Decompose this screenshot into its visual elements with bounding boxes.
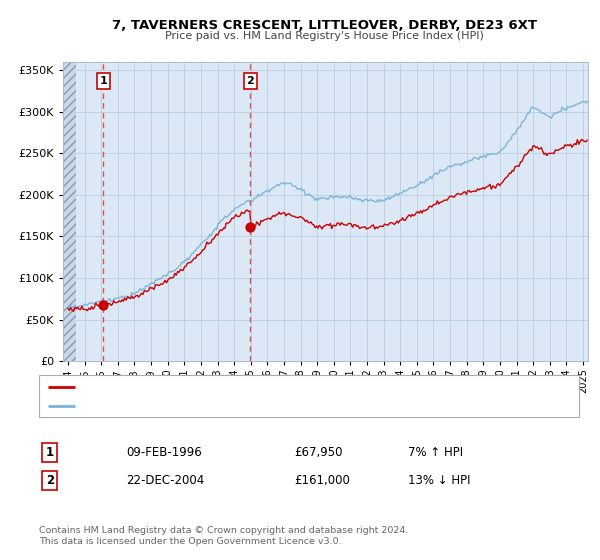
Text: 7, TAVERNERS CRESCENT, LITTLEOVER, DERBY, DE23 6XT: 7, TAVERNERS CRESCENT, LITTLEOVER, DERBY… — [112, 18, 536, 32]
Text: £161,000: £161,000 — [294, 474, 350, 487]
Text: 09-FEB-1996: 09-FEB-1996 — [126, 446, 202, 459]
Text: 2: 2 — [46, 474, 54, 487]
Text: £67,950: £67,950 — [294, 446, 343, 459]
Text: 2: 2 — [247, 76, 254, 86]
Text: Price paid vs. HM Land Registry's House Price Index (HPI): Price paid vs. HM Land Registry's House … — [164, 31, 484, 41]
Point — [98, 300, 108, 309]
Point — [245, 223, 255, 232]
Text: 1: 1 — [100, 76, 107, 86]
Text: 7, TAVERNERS CRESCENT, LITTLEOVER, DERBY, DE23 6XT (detached house): 7, TAVERNERS CRESCENT, LITTLEOVER, DERBY… — [81, 381, 476, 391]
Text: 22-DEC-2004: 22-DEC-2004 — [126, 474, 204, 487]
Bar — [63, 62, 76, 361]
Text: HPI: Average price, detached house, City of Derby: HPI: Average price, detached house, City… — [81, 401, 343, 411]
Text: 13% ↓ HPI: 13% ↓ HPI — [408, 474, 470, 487]
Text: Contains HM Land Registry data © Crown copyright and database right 2024.
This d: Contains HM Land Registry data © Crown c… — [39, 526, 409, 546]
Text: 1: 1 — [46, 446, 54, 459]
Text: 7% ↑ HPI: 7% ↑ HPI — [408, 446, 463, 459]
